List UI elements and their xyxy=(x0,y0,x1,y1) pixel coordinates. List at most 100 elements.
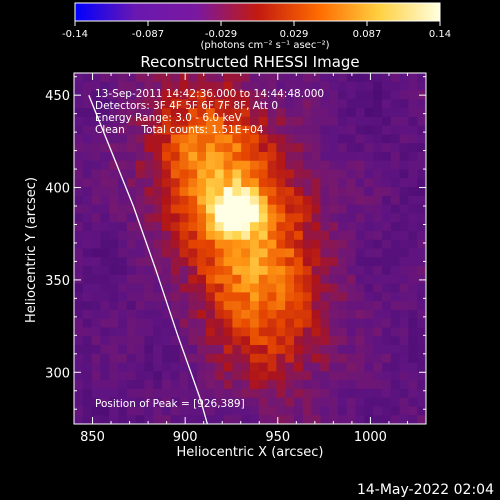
heatmap-cell xyxy=(100,257,110,267)
heatmap-cell xyxy=(408,362,418,372)
heatmap-cell xyxy=(382,380,392,390)
heatmap-cell xyxy=(241,266,251,276)
heatmap-cell xyxy=(135,388,145,399)
heatmap-cell xyxy=(373,257,383,267)
heatmap-cell xyxy=(399,134,409,144)
heatmap-cell xyxy=(197,380,207,390)
heatmap-cell xyxy=(302,169,313,179)
heatmap-cell xyxy=(162,90,172,100)
heatmap-cell xyxy=(206,230,216,241)
heatmap-cell xyxy=(285,353,295,364)
heatmap-cell xyxy=(399,143,409,153)
heatmap-cell xyxy=(214,266,225,276)
heatmap-cell xyxy=(250,125,260,136)
heatmap-cell xyxy=(267,397,277,408)
heatmap-cell xyxy=(250,345,260,355)
heatmap-cell xyxy=(382,274,392,285)
heatmap-cell xyxy=(153,187,163,197)
heatmap-cell xyxy=(188,397,198,408)
heatmap-cell xyxy=(126,327,137,337)
heatmap-cell xyxy=(144,169,154,179)
heatmap-cell xyxy=(399,318,409,329)
heatmap-cell xyxy=(355,90,365,100)
heatmap-cell xyxy=(118,327,128,337)
heatmap-cell xyxy=(74,169,84,179)
heatmap-cell xyxy=(346,195,357,206)
heatmap-cell xyxy=(214,292,225,302)
heatmap-cell xyxy=(408,327,418,337)
heatmap-cell xyxy=(82,257,93,267)
heatmap-cell xyxy=(118,406,128,416)
heatmap-cell xyxy=(241,143,251,153)
heatmap-cell xyxy=(223,81,233,92)
heatmap-cell xyxy=(223,73,233,83)
heatmap-cell xyxy=(267,178,277,188)
heatmap-cell xyxy=(100,397,110,408)
heatmap-cell xyxy=(74,213,84,223)
heatmap-cell xyxy=(329,108,339,118)
heatmap-cell xyxy=(179,160,189,171)
heatmap-cell xyxy=(109,222,119,232)
heatmap-cell xyxy=(135,362,145,372)
heatmap-cell xyxy=(197,116,207,127)
heatmap-cell xyxy=(118,178,128,188)
heatmap-cell xyxy=(144,283,154,293)
heatmap-cell xyxy=(109,301,119,311)
heatmap-cell xyxy=(197,292,207,302)
heatmap-cell xyxy=(355,371,365,381)
heatmap-cell xyxy=(276,292,286,302)
heatmap-cell xyxy=(258,108,269,118)
heatmap-cell xyxy=(338,125,348,136)
heatmap-cell xyxy=(206,274,216,285)
heatmap-cell xyxy=(294,283,304,293)
heatmap-cell xyxy=(355,309,365,320)
heatmap-cell xyxy=(399,230,409,241)
heatmap-cell xyxy=(250,292,260,302)
heatmap-cell xyxy=(232,257,242,267)
heatmap-cell xyxy=(170,169,181,179)
heatmap-cell xyxy=(91,239,101,250)
heatmap-cell xyxy=(82,187,93,197)
heatmap-cell xyxy=(408,134,418,144)
heatmap-cell xyxy=(311,309,321,320)
heatmap-cell xyxy=(382,99,392,109)
heatmap-cell xyxy=(258,81,269,92)
heatmap-cell xyxy=(267,380,277,390)
heatmap-cell xyxy=(153,230,163,241)
heatmap-cell xyxy=(232,151,242,162)
heatmap-cell xyxy=(206,380,216,390)
heatmap-cell xyxy=(144,301,154,311)
heatmap-cell xyxy=(382,143,392,153)
heatmap-cell xyxy=(408,116,418,127)
heatmap-cell xyxy=(302,309,313,320)
heatmap-cell xyxy=(338,134,348,144)
heatmap-cell xyxy=(153,380,163,390)
heatmap-cell xyxy=(320,222,330,232)
heatmap-cell xyxy=(170,204,181,215)
heatmap-cell xyxy=(276,353,286,364)
heatmap-cell xyxy=(258,257,269,267)
heatmap-cell xyxy=(373,195,383,206)
heatmap-cell xyxy=(162,362,172,372)
heatmap-cell xyxy=(241,81,251,92)
heatmap-cell xyxy=(364,318,374,329)
heatmap-cell xyxy=(109,336,119,346)
heatmap-cell xyxy=(100,108,110,118)
heatmap-cell xyxy=(408,187,418,197)
heatmap-cell xyxy=(364,248,374,258)
heatmap-cell xyxy=(399,187,409,197)
heatmap-cell xyxy=(399,248,409,258)
heatmap-cell xyxy=(214,309,225,320)
heatmap-cell xyxy=(267,266,277,276)
heatmap-cell xyxy=(179,108,189,118)
heatmap-cell xyxy=(223,239,233,250)
heatmap-cell xyxy=(206,169,216,179)
heatmap-cell xyxy=(382,301,392,311)
heatmap-cell xyxy=(206,160,216,171)
y-tick-label: 450 xyxy=(45,89,70,104)
heatmap-cell xyxy=(373,90,383,100)
heatmap-cell xyxy=(206,116,216,127)
heatmap-cell xyxy=(302,301,313,311)
heatmap-cell xyxy=(153,353,163,364)
heatmap-cell xyxy=(144,362,154,372)
